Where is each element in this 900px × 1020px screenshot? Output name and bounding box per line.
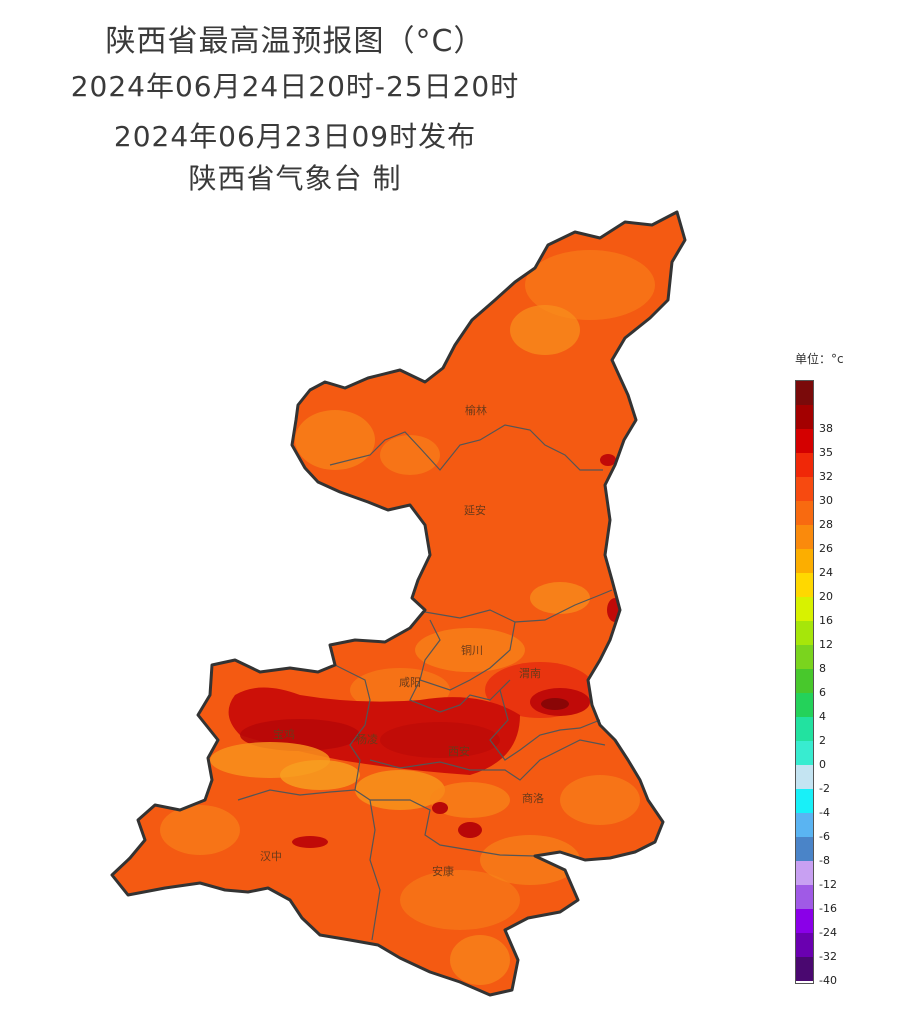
legend-swatch bbox=[796, 957, 813, 981]
legend-label: -40 bbox=[819, 974, 837, 987]
legend-label: 20 bbox=[819, 590, 833, 603]
legend-label: 8 bbox=[819, 662, 826, 675]
legend-label: -4 bbox=[819, 806, 830, 819]
legend-label: 12 bbox=[819, 638, 833, 651]
legend-swatch bbox=[796, 861, 813, 885]
legend-swatch bbox=[796, 621, 813, 645]
legend-swatch bbox=[796, 573, 813, 597]
legend-label: 16 bbox=[819, 614, 833, 627]
legend-labels: 38 35 32 30 28 26 24 20 16 12 8 6 4 2 0 -2 -4 -6 -8 -12 -16-… bbox=[819, 380, 879, 987]
issue-time: 2024年06月23日09时发布 bbox=[113, 120, 477, 153]
city-boundaries bbox=[237, 424, 613, 941]
legend-label: -16 bbox=[819, 902, 837, 915]
legend-label: -24 bbox=[819, 926, 837, 939]
city-label-weinan: 渭南 bbox=[519, 667, 541, 680]
legend-label: 24 bbox=[819, 566, 833, 579]
legend-swatch bbox=[796, 429, 813, 453]
legend-swatch bbox=[796, 813, 813, 837]
city-label-hanzhong: 汉中 bbox=[260, 850, 282, 863]
city-label-ankang: 安康 bbox=[432, 864, 454, 878]
legend-label: 38 bbox=[819, 422, 833, 435]
legend-swatch bbox=[796, 789, 813, 813]
legend-label: 2 bbox=[819, 734, 826, 747]
city-label-xianyang: 咸阳 bbox=[399, 676, 421, 689]
legend-swatch bbox=[796, 885, 813, 909]
city-label-yulin: 榆林 bbox=[465, 403, 487, 417]
legend-swatch bbox=[796, 501, 813, 525]
city-labels: 榆林 延安 铜川 渭南 咸阳 宝鸡 杨凌 西安 商洛 汉中 安康 bbox=[260, 403, 544, 878]
title-block: 陕西省最高温预报图（°C） 2024年06月24日20时-25日20时 2024… bbox=[0, 20, 590, 202]
issuer: 陕西省气象台 制 bbox=[188, 162, 402, 195]
legend-unit: 单位：°c bbox=[795, 352, 844, 366]
legend-label: 26 bbox=[819, 542, 833, 555]
legend-label: 30 bbox=[819, 494, 833, 507]
legend-label: 35 bbox=[819, 446, 833, 459]
legend-swatch bbox=[796, 477, 813, 501]
city-label-tongchuan: 铜川 bbox=[461, 643, 483, 657]
legend-label: 4 bbox=[819, 710, 826, 723]
legend-swatch bbox=[796, 837, 813, 861]
legend-swatch bbox=[796, 909, 813, 933]
forecast-period: 2024年06月24日20时-25日20时 bbox=[70, 70, 520, 103]
city-label-yanan: 延安 bbox=[464, 503, 486, 517]
legend-swatch bbox=[796, 693, 813, 717]
legend-swatch bbox=[796, 381, 813, 405]
city-label-baoji: 宝鸡 bbox=[273, 727, 295, 741]
legend-label: 6 bbox=[819, 686, 826, 699]
legend-swatch bbox=[796, 933, 813, 957]
city-label-shangluo: 商洛 bbox=[522, 791, 544, 805]
legend-label: -12 bbox=[819, 878, 837, 891]
legend-swatch bbox=[796, 453, 813, 477]
legend-color-bar bbox=[795, 380, 814, 984]
legend-swatch bbox=[796, 525, 813, 549]
legend-swatch bbox=[796, 549, 813, 573]
city-label-yangling: 杨凌 bbox=[356, 732, 378, 746]
legend-label: -32 bbox=[819, 950, 837, 963]
legend-swatch bbox=[796, 405, 813, 429]
legend-label: 32 bbox=[819, 470, 833, 483]
legend-label: -2 bbox=[819, 782, 830, 795]
temperature-fill bbox=[112, 212, 685, 995]
legend-swatch bbox=[796, 717, 813, 741]
legend-swatch bbox=[796, 741, 813, 765]
legend-label: 28 bbox=[819, 518, 833, 531]
legend-swatch bbox=[796, 597, 813, 621]
legend-label: -6 bbox=[819, 830, 830, 843]
legend-label: 0 bbox=[819, 758, 826, 771]
map-title: 陕西省最高温预报图（°C） bbox=[105, 24, 485, 59]
legend-swatch bbox=[796, 669, 813, 693]
legend-label: -8 bbox=[819, 854, 830, 867]
legend-swatch bbox=[796, 765, 813, 789]
province-outline bbox=[110, 210, 687, 997]
city-label-xian: 西安 bbox=[448, 744, 470, 758]
legend-swatch bbox=[796, 645, 813, 669]
